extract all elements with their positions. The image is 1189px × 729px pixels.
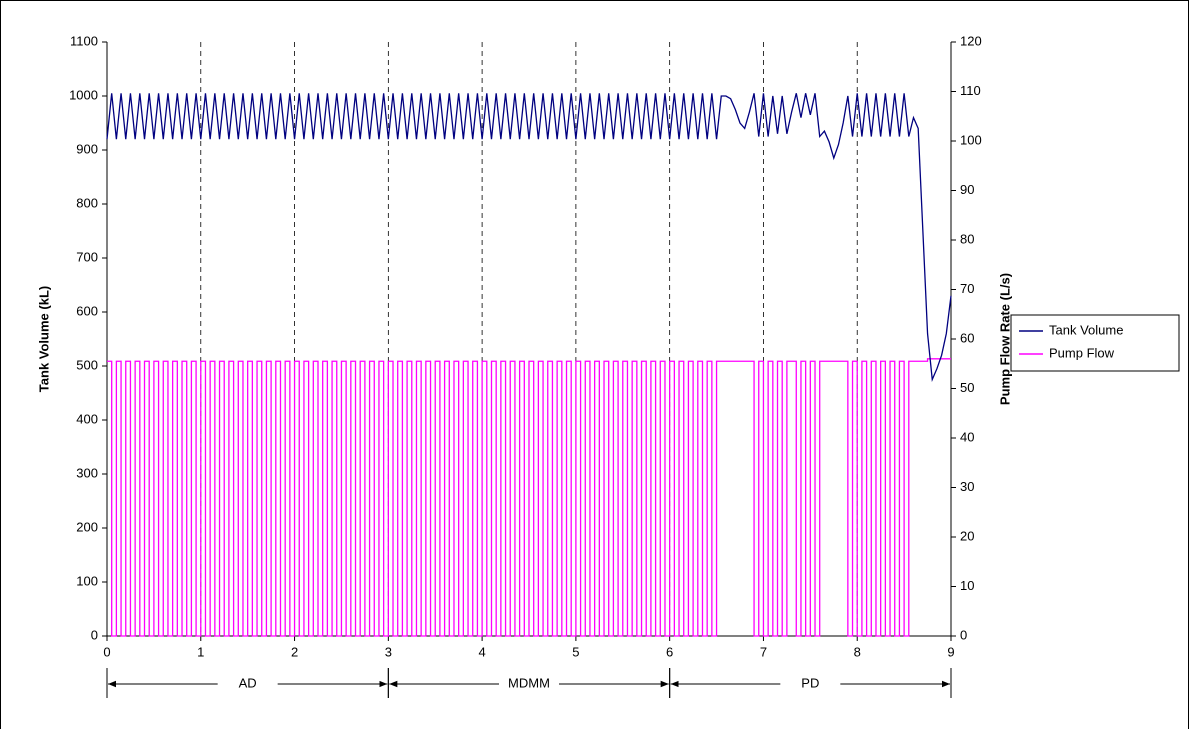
y-tick-label: 1000 [69, 87, 98, 102]
x-tick-label: 6 [666, 644, 673, 659]
y-axis-label: Tank Volume (kL) [36, 286, 51, 392]
y2-tick-label: 50 [960, 380, 974, 395]
y2-axis-label: Pump Flow Rate (L/s) [997, 273, 1012, 405]
legend-label: Pump Flow [1049, 345, 1115, 360]
y-tick-label: 900 [76, 141, 98, 156]
y-tick-label: 400 [76, 411, 98, 426]
y-tick-label: 100 [76, 573, 98, 588]
y-tick-label: 300 [76, 465, 98, 480]
y2-tick-label: 110 [960, 83, 981, 98]
series-line [107, 358, 951, 637]
x-tick-label: 1 [197, 644, 204, 659]
x-tick-label: 4 [478, 644, 485, 659]
y2-tick-label: 60 [960, 330, 974, 345]
y2-tick-label: 20 [960, 528, 974, 543]
y2-tick-label: 0 [960, 627, 967, 642]
x-tick-label: 8 [854, 644, 861, 659]
x-tick-label: 5 [572, 644, 579, 659]
x-tick-label: 9 [947, 644, 954, 659]
y-tick-label: 1100 [70, 33, 98, 48]
legend [1010, 314, 1180, 372]
y-tick-label: 0 [91, 627, 98, 642]
x-tick-label: 3 [385, 644, 392, 659]
y2-tick-label: 40 [960, 429, 974, 444]
y2-tick-label: 70 [960, 281, 974, 296]
y-tick-label: 700 [76, 249, 98, 264]
y2-tick-label: 80 [960, 231, 974, 246]
y2-tick-label: 10 [960, 578, 974, 593]
legend-label: Tank Volume [1049, 322, 1123, 337]
y-tick-label: 500 [76, 357, 98, 372]
y2-tick-label: 100 [960, 132, 982, 147]
y2-tick-label: 90 [960, 182, 974, 197]
phase-label: AD [239, 675, 257, 690]
y2-tick-label: 120 [960, 33, 982, 48]
x-tick-label: 0 [103, 644, 110, 659]
y-tick-label: 600 [76, 303, 98, 318]
x-tick-label: 7 [760, 644, 767, 659]
y-tick-label: 200 [76, 519, 98, 534]
phase-label: PD [801, 675, 819, 690]
y-tick-label: 800 [76, 195, 98, 210]
y2-tick-label: 30 [960, 479, 974, 494]
series-line [106, 93, 952, 383]
x-tick-label: 2 [291, 644, 298, 659]
phase-label: MDMM [508, 675, 550, 690]
